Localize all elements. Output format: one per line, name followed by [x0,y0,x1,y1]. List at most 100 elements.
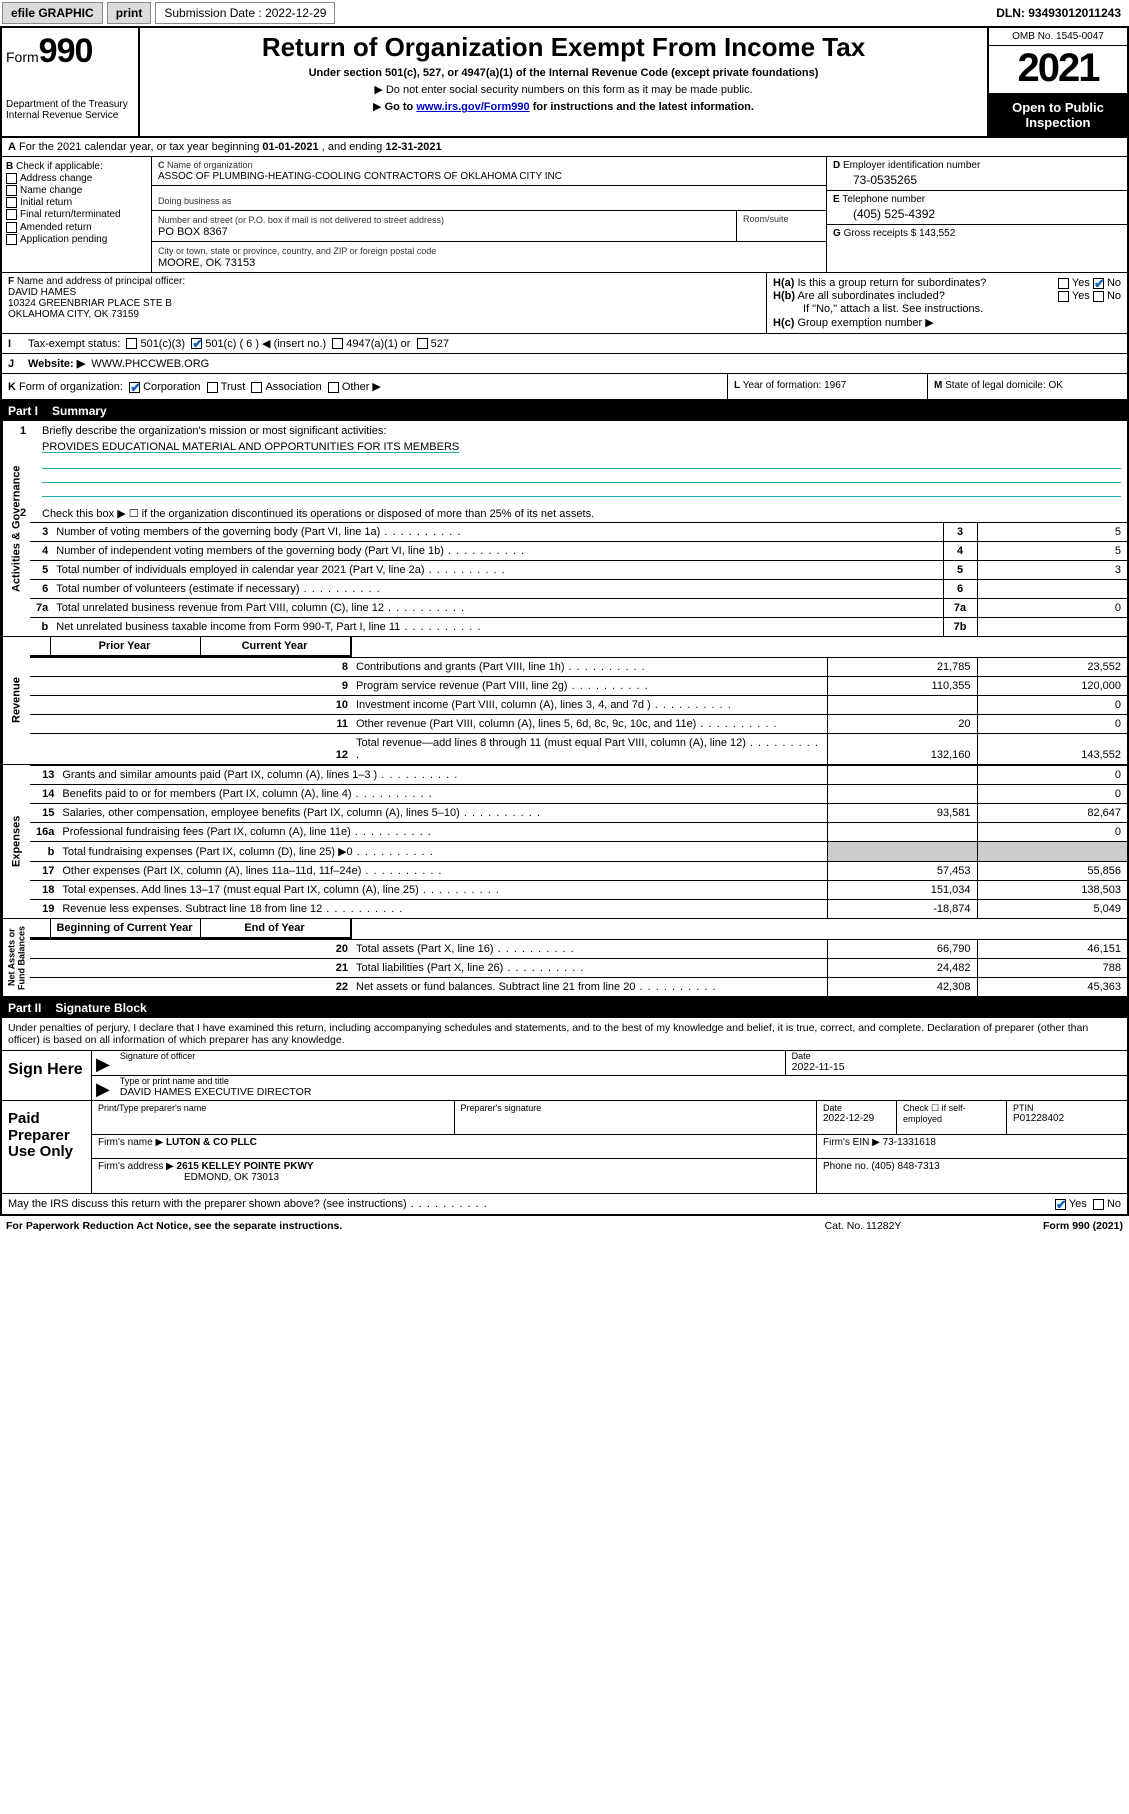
form-header: Form990 Department of the Treasury Inter… [0,28,1129,138]
col-current-year: Current Year [200,637,350,655]
table-row: 12Total revenue—add lines 8 through 11 (… [2,734,1127,765]
efile-graphic-btn[interactable]: efile GRAPHIC [2,2,103,24]
cb-app-pending[interactable]: Application pending [6,234,147,245]
table-row: 18Total expenses. Add lines 13–17 (must … [2,881,1127,900]
table-row: 15Salaries, other compensation, employee… [2,804,1127,823]
note-ssn: Do not enter social security numbers on … [148,83,979,96]
form-prefix: Form [6,49,39,65]
row-KLM: K Form of organization: Corporation Trus… [2,373,1127,399]
table-row: 9Program service revenue (Part VIII, lin… [2,677,1127,696]
table-row: 21Total liabilities (Part X, line 26)24,… [2,959,1127,978]
dln: DLN: 93493012011243 [996,6,1127,20]
footer-cat: Cat. No. 11282Y [763,1220,963,1232]
hc-label: Group exemption number ▶ [797,317,933,329]
ein: 73-0535265 [833,171,1121,187]
officer-addr2: OKLAHOMA CITY, OK 73159 [8,309,139,320]
501c-checked [191,338,202,349]
room-label: Room/suite [743,214,789,224]
open-to-public: Open to Public Inspection [989,94,1127,136]
col-F: F Name and address of principal officer:… [2,273,767,333]
note-link: Go to www.irs.gov/Form990 for instructio… [148,100,979,113]
sig-arrow-icon-2: ▶ [92,1079,114,1100]
row-I: I Tax-exempt status: 501(c)(3) 501(c) ( … [2,333,1127,353]
part2-header: Part II Signature Block [0,998,1129,1018]
firm-ein: 73-1331618 [883,1137,936,1148]
table-row: 13Grants and similar amounts paid (Part … [2,766,1127,785]
omb-no: OMB No. 1545-0047 [989,28,1127,46]
col-DEG: D Employer identification number 73-0535… [827,157,1127,272]
table-row: 8Contributions and grants (Part VIII, li… [2,658,1127,677]
form-subtitle: Under section 501(c), 527, or 4947(a)(1)… [148,67,979,79]
top-toolbar: efile GRAPHIC print Submission Date : 20… [0,0,1129,28]
table-row: 14Benefits paid to or for members (Part … [2,785,1127,804]
firm-phone: (405) 848-7313 [871,1161,939,1172]
phone: (405) 525-4392 [833,205,1121,221]
officer-addr1: 10324 GREENBRIAR PLACE STE B [8,298,172,309]
table-row: 10Investment income (Part VIII, column (… [2,696,1127,715]
vtab-net: Net Assets or Fund Balances [2,919,30,996]
tax-year: 2021 [989,46,1127,94]
cb-amended-return[interactable]: Amended return [6,222,147,233]
cb-name-change[interactable]: Name change [6,185,147,196]
part2-body: Under penalties of perjury, I declare th… [0,1018,1129,1216]
discuss-q: May the IRS discuss this return with the… [8,1198,1055,1210]
table-row: 6Total number of volunteers (estimate if… [2,580,1127,599]
dept-treasury: Department of the Treasury Internal Reve… [6,99,134,121]
discuss-yes [1055,1199,1066,1210]
table-row: 7aTotal unrelated business revenue from … [2,599,1127,618]
ptin: P01228402 [1013,1113,1064,1124]
phone-label: Telephone number [842,194,925,205]
vtab-governance: Activities & Governance [2,421,30,636]
l1-label: Briefly describe the organization's miss… [42,425,386,437]
website-label: Website: ▶ [28,357,85,370]
cb-final-return[interactable]: Final return/terminated [6,209,147,220]
ein-label: Employer identification number [843,160,980,171]
print-btn[interactable]: print [107,2,152,24]
org-name: ASSOC OF PLUMBING-HEATING-COOLING CONTRA… [158,171,562,182]
header-right: OMB No. 1545-0047 2021 Open to Public In… [987,28,1127,136]
table-row: 5Total number of individuals employed in… [2,561,1127,580]
tax-status-label: Tax-exempt status: [28,338,120,350]
row-FH: F Name and address of principal officer:… [2,272,1127,333]
net-table: Beginning of Current Year End of Year 20… [2,919,1127,996]
state-domicile: OK [1049,380,1063,391]
table-row: bTotal fundraising expenses (Part IX, co… [2,842,1127,862]
page-footer: For Paperwork Reduction Act Notice, see … [0,1216,1129,1236]
officer-name: DAVID HAMES [8,287,76,298]
entity-block: A For the 2021 calendar year, or tax yea… [0,138,1129,401]
sig-officer-cap: Signature of officer [120,1051,195,1061]
table-row: 3Number of voting members of the governi… [2,523,1127,542]
gross-receipts: 143,552 [919,228,955,239]
year-formation: 1967 [824,380,846,391]
table-row: 17Other expenses (Part IX, column (A), l… [2,862,1127,881]
officer-name-title: DAVID HAMES EXECUTIVE DIRECTOR [120,1086,312,1098]
hb-note: If "No," attach a list. See instructions… [773,303,1121,315]
discuss-row: May the IRS discuss this return with the… [2,1193,1127,1214]
sec-revenue: Revenue Prior Year Current Year 8Contrib… [2,636,1127,764]
table-row: 20Total assets (Part X, line 16)66,79046… [2,940,1127,959]
part1-body: Activities & Governance 1Briefly describ… [0,421,1129,998]
city: MOORE, OK 73153 [158,257,255,269]
form-number: Form990 [6,32,134,71]
table-row: 16aProfessional fundraising fees (Part I… [2,823,1127,842]
vtab-expenses: Expenses [2,765,30,918]
firm-addr1: 2615 KELLEY POINTE PKWY [177,1161,314,1172]
exp-table: 13Grants and similar amounts paid (Part … [2,765,1127,918]
paid-preparer: Paid Preparer Use Only Print/Type prepar… [2,1100,1127,1193]
cb-initial-return[interactable]: Initial return [6,197,147,208]
paid-preparer-label: Paid Preparer Use Only [2,1101,92,1193]
cb-address-change[interactable]: Address change [6,173,147,184]
sec-expenses: Expenses 13Grants and similar amounts pa… [2,764,1127,918]
header-center: Return of Organization Exempt From Incom… [140,28,987,136]
row-BCD: B Check if applicable: Address change Na… [2,157,1127,272]
corp-checked [129,382,140,393]
irs-link[interactable]: www.irs.gov/Form990 [416,101,529,113]
street: PO BOX 8367 [158,226,228,238]
row-J: J Website: ▶ WWW.PHCCWEB.ORG [2,353,1127,373]
sign-here-row: Sign Here ▶ Signature of officer Date202… [2,1050,1127,1100]
col-boy: Beginning of Current Year [50,919,200,937]
sec-governance: Activities & Governance 1Briefly describ… [2,421,1127,636]
sig-date: 2022-11-15 [792,1061,845,1073]
dba-label: Doing business as [158,196,232,206]
sec-netassets: Net Assets or Fund Balances Beginning of… [2,918,1127,996]
